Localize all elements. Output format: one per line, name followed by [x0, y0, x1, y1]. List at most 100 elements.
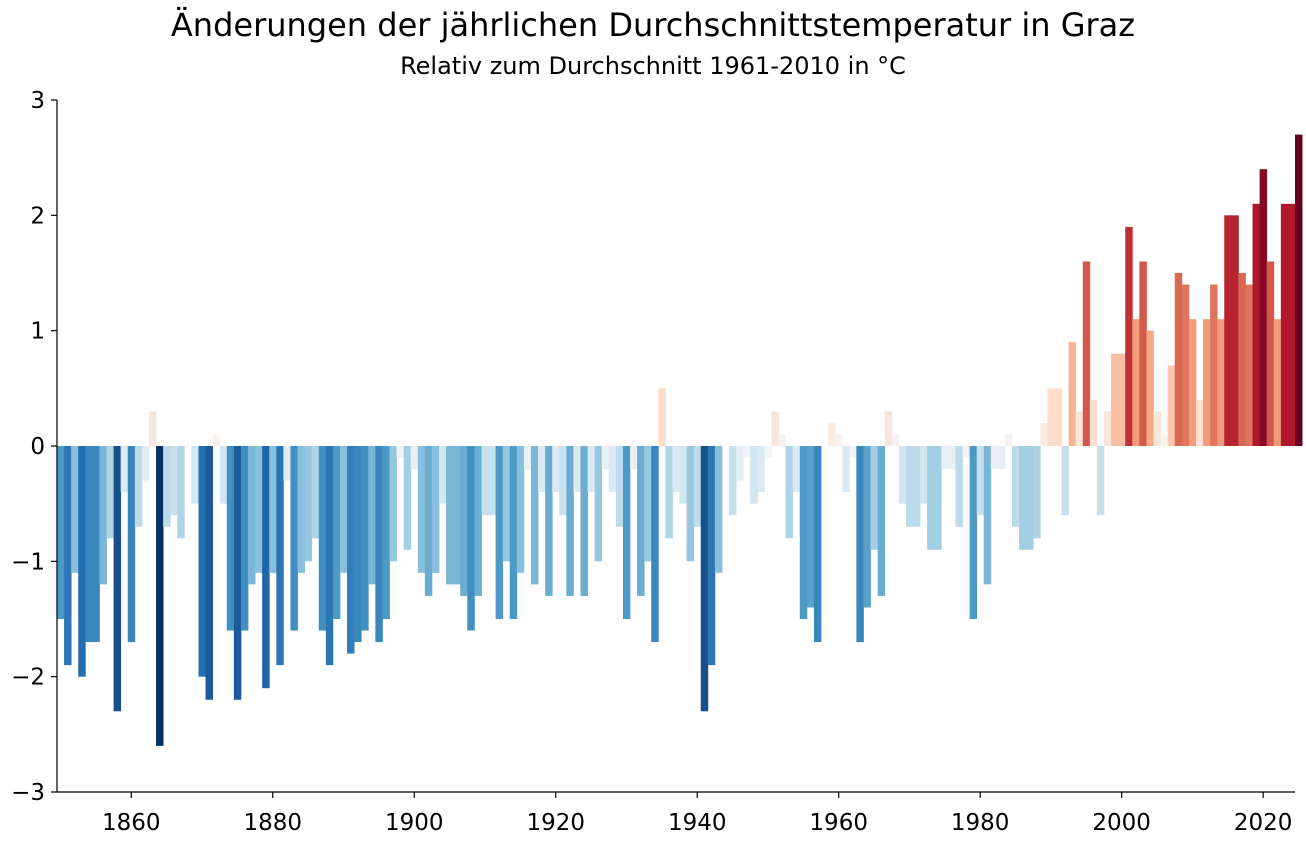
bars-group	[57, 134, 1303, 746]
bar-1945	[729, 446, 737, 516]
bar-1881	[276, 446, 284, 666]
bar-2000	[1118, 353, 1126, 446]
bar-1942	[707, 446, 716, 666]
bar-1964	[863, 446, 871, 608]
bar-1967	[884, 411, 893, 446]
bar-1940	[693, 446, 702, 527]
bar-1956	[806, 446, 815, 608]
bar-2021	[1266, 261, 1275, 446]
bar-1960	[835, 434, 843, 446]
y-tick-label: −3	[11, 780, 45, 806]
bar-1864	[156, 446, 164, 746]
bar-1948	[750, 446, 758, 504]
bar-1880	[269, 446, 277, 573]
bar-1903	[431, 446, 440, 573]
bar-1963	[856, 446, 864, 643]
bar-1869	[191, 446, 199, 504]
bar-2005	[1153, 411, 1161, 446]
bar-1863	[148, 411, 157, 446]
bar-1856	[99, 446, 107, 585]
bar-1896	[382, 446, 390, 619]
bar-2012	[1203, 319, 1211, 446]
bar-1933	[644, 446, 652, 562]
bar-1915	[516, 446, 525, 573]
x-tick-label: 1940	[668, 810, 727, 836]
bar-1946	[736, 446, 744, 481]
bar-1997	[1096, 446, 1105, 516]
bar-1871	[205, 446, 214, 700]
bar-2003	[1139, 261, 1147, 446]
bar-1878	[255, 446, 263, 573]
bar-1897	[389, 446, 397, 562]
bar-1879	[262, 446, 270, 689]
bar-1857	[106, 446, 114, 539]
bar-1917	[530, 446, 539, 585]
bar-2025	[1295, 134, 1303, 446]
bar-1973	[927, 446, 935, 550]
y-tick-label: 2	[30, 203, 45, 229]
bar-2023	[1280, 203, 1289, 446]
bar-1908	[467, 446, 475, 631]
bar-1931	[630, 446, 638, 470]
bar-1969	[898, 446, 907, 504]
y-tick-label: −2	[11, 665, 45, 691]
bar-1865	[163, 446, 171, 527]
bar-1999	[1111, 353, 1119, 446]
bar-1986	[1019, 446, 1027, 550]
bar-1905	[446, 446, 454, 585]
x-tick-label: 1880	[243, 810, 302, 836]
bar-1913	[502, 446, 511, 562]
bar-2010	[1188, 319, 1197, 446]
bar-1925	[587, 446, 596, 493]
bar-1859	[120, 446, 129, 493]
y-tick-label: 1	[30, 319, 45, 345]
bar-1910	[481, 446, 489, 516]
x-tick-label: 1980	[951, 810, 1010, 836]
bar-1952	[778, 434, 787, 446]
bar-1950	[764, 446, 772, 458]
bar-1988	[1033, 446, 1041, 539]
bar-1955	[799, 446, 808, 619]
bar-1980	[976, 446, 985, 516]
bar-1870	[198, 446, 206, 677]
bar-1983	[997, 446, 1006, 470]
bar-1904	[439, 446, 447, 504]
bar-1858	[113, 446, 122, 712]
bar-1941	[700, 446, 709, 712]
bar-1901	[417, 446, 426, 573]
chart-subtitle: Relativ zum Durchschnitt 1961-2010 in °C	[400, 52, 906, 80]
bar-1852	[71, 446, 79, 573]
bar-1981	[983, 446, 992, 585]
bar-1930	[622, 446, 631, 619]
bar-1994	[1075, 411, 1084, 446]
bar-1957	[813, 446, 822, 643]
bar-1990	[1047, 388, 1055, 446]
bar-1916	[523, 446, 532, 470]
bar-1906	[453, 446, 461, 585]
bar-1914	[509, 446, 518, 619]
bar-1885	[304, 446, 313, 562]
x-tick-label: 2020	[1234, 810, 1293, 836]
y-ticks-group: 3 2 1 0 −1 −2 −3	[11, 88, 57, 806]
bar-1954	[792, 446, 801, 493]
bar-1932	[637, 446, 645, 596]
y-tick-label: −1	[11, 549, 45, 575]
x-tick-label: 2000	[1092, 810, 1151, 836]
bar-1989	[1040, 422, 1048, 446]
bar-1909	[474, 446, 482, 596]
bar-1992	[1061, 446, 1070, 516]
bar-1953	[785, 446, 794, 539]
bar-1921	[559, 446, 567, 516]
bar-2006	[1160, 434, 1169, 446]
bar-1987	[1026, 446, 1034, 550]
x-tick-label: 1860	[102, 810, 161, 836]
bar-1850	[57, 446, 65, 619]
bar-1876	[240, 446, 249, 631]
bar-1979	[969, 446, 978, 619]
bar-1919	[545, 446, 553, 596]
bar-1949	[757, 446, 765, 493]
bar-2017	[1238, 273, 1246, 446]
bar-1985	[1012, 446, 1020, 527]
bar-1854	[85, 446, 93, 643]
